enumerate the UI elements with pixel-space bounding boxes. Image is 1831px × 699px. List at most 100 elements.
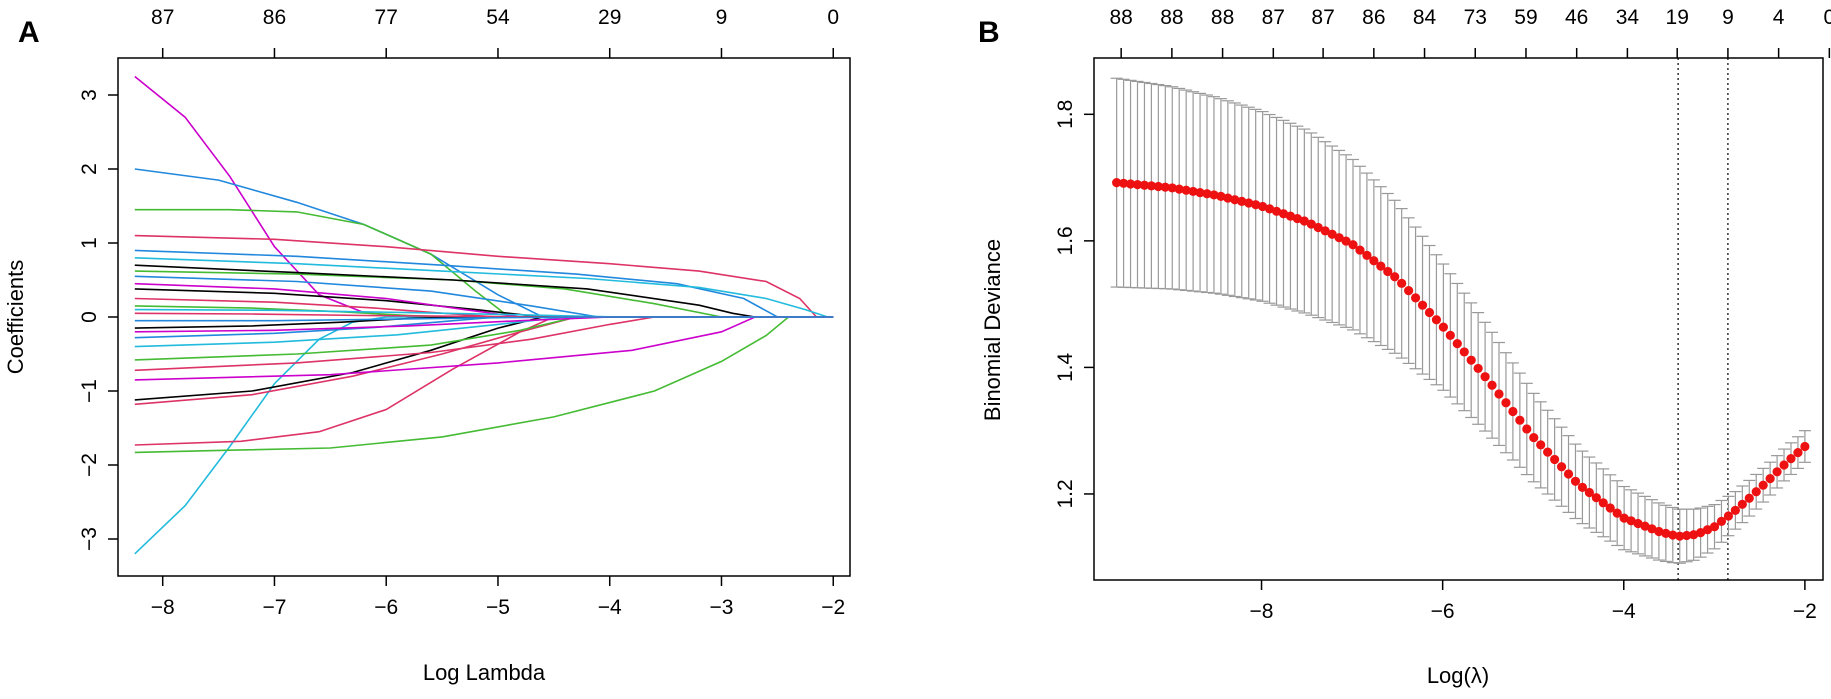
deviance-point [1786,454,1796,464]
deviance-point [1494,389,1504,399]
deviance-point [1313,222,1323,233]
panel-b-plot-frame [1093,57,1824,581]
deviance-point [1118,178,1129,188]
panel-a-axes: −8 −7 −6 −5 −4 −3 −2 −3 −2 −1 0 1 2 3 87 86 77 54 29 9 0 [78,6,845,619]
panel-a-y-tick-label: 2 [78,163,101,175]
deviance-point [1716,516,1727,526]
panel-a-x-axis-title: Log Lambda [423,660,546,685]
panel-b-top-tick-label: 88 [1109,6,1132,29]
deviance-point [1529,432,1539,443]
deviance-point [1417,300,1428,310]
deviance-point [1452,339,1462,349]
deviance-point [1577,482,1588,492]
deviance-point [1689,530,1699,540]
deviance-point [1264,204,1275,214]
deviance-point [1390,272,1400,282]
panel-b-top-tick-label: 9 [1722,6,1734,29]
deviance-point [1112,178,1122,188]
deviance-point [1174,184,1184,194]
panel-b-top-tick-label: 88 [1160,6,1183,29]
panel-b-x-tick-label: −8 [1250,600,1274,623]
deviance-point [1188,186,1198,197]
panel-a-x-tick-label: −7 [262,596,286,619]
panel-b-top-tick-label: 88 [1211,6,1234,29]
coefficient-path [134,316,834,555]
deviance-point [1744,493,1754,503]
panel-a-x-tick-label: −2 [821,596,845,619]
coefficient-path [134,316,834,454]
deviance-point [1139,180,1150,190]
deviance-point [1299,216,1309,226]
deviance-point [1619,513,1629,523]
deviance-point [1647,524,1657,534]
deviance-point [1508,406,1518,417]
panel-a-letter: A [18,16,40,49]
deviance-point [1515,415,1525,425]
panel-b-top-tick-label: 86 [1362,6,1385,29]
panel-b-lambda-reference-lines [1677,58,1729,580]
deviance-point [1376,261,1386,271]
deviance-point [1410,293,1421,303]
panel-a-y-tick-label: −3 [78,527,101,551]
deviance-point [1737,499,1747,509]
panel-b-top-tick-label: 4 [1773,6,1785,29]
deviance-point [1438,322,1448,332]
deviance-point [1125,179,1136,189]
deviance-point [1696,528,1706,538]
coefficient-path [134,316,834,322]
panel-b-x-tick-label: −4 [1612,600,1636,623]
deviance-point [1605,503,1615,513]
panel-a-x-tick-label: −8 [151,596,175,619]
deviance-point [1723,511,1734,521]
deviance-point [1230,195,1240,205]
deviance-point [1459,347,1469,357]
deviance-point [1702,525,1713,535]
panel-b-top-tick-label: 34 [1616,6,1640,29]
deviance-point [1522,424,1532,434]
deviance-point [1480,372,1490,382]
deviance-point [1668,530,1678,540]
panel-a-top-tick-label: 29 [598,6,621,29]
deviance-point [1292,213,1302,224]
deviance-point [1466,355,1476,365]
deviance-point [1258,201,1268,212]
deviance-point [1244,198,1254,208]
deviance-point [1501,398,1511,408]
deviance-point [1209,190,1219,200]
deviance-point [1237,196,1247,206]
panel-a-top-tick-label: 54 [486,6,510,29]
deviance-point [1598,498,1608,508]
coefficient-path [134,234,834,318]
deviance-point [1661,528,1671,538]
panel-a-top-tick-label: 87 [151,6,174,29]
deviance-point [1278,209,1289,219]
deviance-point [1654,526,1664,537]
panel-b-x-tick-label: −6 [1431,600,1455,623]
panel-b-x-axis-title: Log(λ) [1427,663,1489,688]
deviance-point [1397,278,1407,288]
panel-a-x-tick-label: −4 [598,596,622,619]
panel-b-deviance-points [1112,178,1810,541]
panel-a-y-axis-title: Coefficients [3,260,28,375]
deviance-point [1223,193,1233,203]
deviance-point [1369,256,1379,266]
deviance-point [1404,286,1414,296]
deviance-point [1195,187,1205,198]
deviance-point [1334,233,1344,243]
deviance-point [1216,191,1226,202]
deviance-point [1431,315,1442,325]
deviance-point [1473,363,1483,374]
deviance-point [1633,518,1643,529]
panel-a-x-tick-label: −3 [710,596,734,619]
deviance-point [1730,505,1740,515]
deviance-point [1570,476,1581,486]
panel-b-y-tick-label: 1.8 [1054,100,1077,129]
deviance-point [1800,441,1810,452]
deviance-point [1758,480,1768,490]
panel-b-top-tick-label: 19 [1666,6,1689,29]
deviance-point [1181,185,1191,195]
panel-b-y-tick-label: 1.4 [1054,352,1077,382]
panel-b-y-tick-label: 1.6 [1054,226,1077,255]
deviance-point [1383,266,1393,277]
